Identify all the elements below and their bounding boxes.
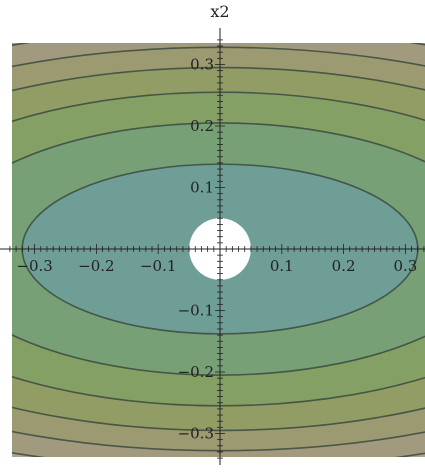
x-tick-label: −0.2	[78, 257, 114, 275]
y-tick-label: 0.2	[190, 117, 214, 135]
y-tick-label: 0.3	[190, 56, 214, 74]
y-tick-label: 0.1	[190, 179, 214, 197]
x-tick-label: −0.3	[16, 257, 52, 275]
y-axis-label: x2	[210, 2, 229, 21]
y-tick-label: −0.1	[178, 302, 214, 320]
x-tick-label: 0.1	[270, 257, 294, 275]
y-tick-label: −0.2	[178, 363, 214, 381]
x-tick-label: 0.2	[332, 257, 356, 275]
x-tick-label: −0.1	[140, 257, 176, 275]
y-tick-label: −0.3	[178, 425, 214, 443]
x-tick-label: 0.3	[393, 257, 417, 275]
